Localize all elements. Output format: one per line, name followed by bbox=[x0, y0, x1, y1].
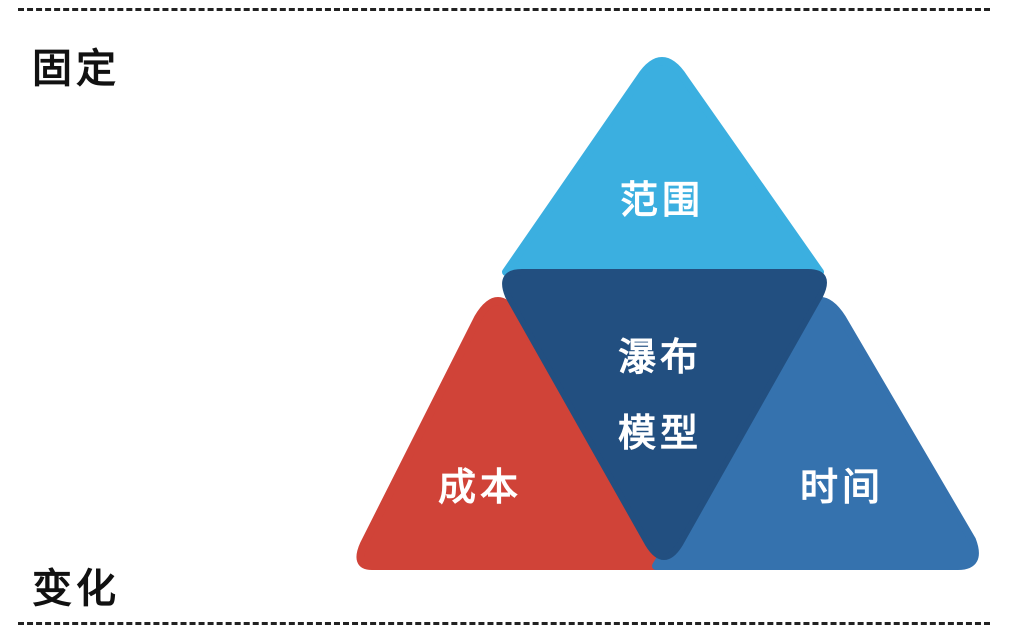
scope-segment bbox=[502, 57, 824, 276]
variable-label: 变化 bbox=[32, 566, 120, 612]
time-label: 时间 bbox=[800, 465, 884, 509]
waterfall-segment bbox=[502, 269, 827, 560]
top-dashed-divider bbox=[18, 8, 990, 11]
cost-label: 成本 bbox=[438, 465, 522, 509]
bottom-dashed-divider bbox=[18, 622, 990, 625]
fixed-label: 固定 bbox=[32, 46, 120, 92]
waterfall-label-line2: 模型 bbox=[618, 411, 702, 455]
scope-label: 范围 bbox=[620, 178, 704, 222]
waterfall-label-line1: 瀑布 bbox=[618, 335, 702, 379]
